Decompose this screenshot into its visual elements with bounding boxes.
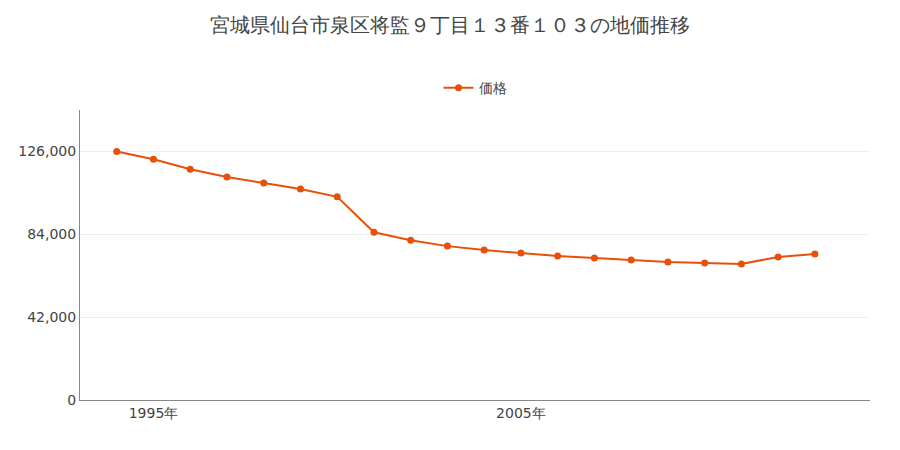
- svg-text:126,000: 126,000: [18, 143, 76, 159]
- svg-text:2005年: 2005年: [496, 405, 546, 421]
- svg-text:84,000: 84,000: [27, 226, 76, 242]
- svg-text:42,000: 42,000: [27, 309, 76, 325]
- svg-text:1995年: 1995年: [129, 405, 179, 421]
- svg-text:宮城県仙台市泉区将監９丁目１３番１０３の地価推移: 宮城県仙台市泉区将監９丁目１３番１０３の地価推移: [210, 13, 690, 37]
- svg-text:0: 0: [67, 392, 76, 408]
- svg-text:価格: 価格: [479, 80, 507, 96]
